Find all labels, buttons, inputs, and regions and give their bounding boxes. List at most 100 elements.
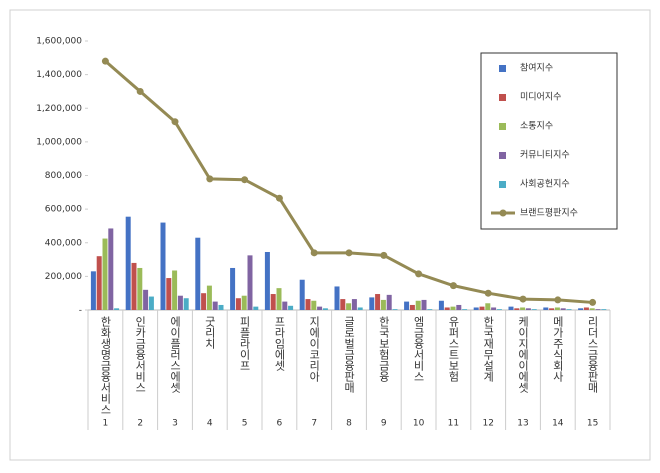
bar bbox=[143, 289, 149, 310]
rank-label: 12 bbox=[482, 419, 493, 429]
bar bbox=[148, 296, 154, 310]
line-point bbox=[380, 251, 388, 259]
rank-label: 7 bbox=[311, 419, 317, 429]
x-tick-label: 한국보험금융 bbox=[377, 316, 390, 382]
bar bbox=[549, 308, 555, 310]
bar bbox=[543, 307, 549, 310]
rank-label: 6 bbox=[277, 419, 283, 429]
bar bbox=[346, 303, 352, 310]
line-point bbox=[241, 176, 249, 184]
bar bbox=[595, 309, 601, 310]
bar bbox=[201, 293, 207, 310]
rank-label: 14 bbox=[552, 419, 564, 429]
bar bbox=[583, 307, 589, 310]
line-point bbox=[589, 298, 597, 306]
rank-label: 3 bbox=[172, 419, 178, 429]
rank-label: 4 bbox=[207, 419, 213, 429]
legend-label: 참여지수 bbox=[520, 62, 553, 74]
bar bbox=[253, 306, 259, 310]
bar bbox=[427, 309, 433, 310]
bar bbox=[114, 308, 120, 310]
bar bbox=[177, 295, 183, 310]
rank-label: 9 bbox=[381, 419, 387, 429]
bar bbox=[276, 288, 282, 310]
rank-label: 1 bbox=[103, 419, 109, 429]
bar bbox=[589, 308, 595, 310]
bar bbox=[485, 303, 491, 310]
bar bbox=[496, 309, 502, 310]
bar bbox=[380, 299, 386, 310]
rank-label: 15 bbox=[587, 419, 598, 429]
line-point bbox=[275, 194, 283, 202]
bar bbox=[270, 294, 276, 310]
y-tick-label: 800,000 bbox=[45, 171, 82, 181]
bar bbox=[90, 271, 96, 310]
rank-label: 5 bbox=[242, 419, 248, 429]
x-tick-label: 리더스금융판매 bbox=[586, 316, 599, 393]
bar bbox=[525, 308, 531, 310]
bar bbox=[102, 238, 108, 310]
legend-swatch bbox=[499, 94, 506, 101]
bar bbox=[317, 306, 323, 310]
bar bbox=[131, 262, 137, 310]
x-tick-label: 에이플러스에셋 bbox=[169, 316, 182, 393]
rank-label: 8 bbox=[346, 419, 352, 429]
bar bbox=[351, 299, 357, 310]
rank-label: 10 bbox=[413, 419, 425, 429]
x-tick-label: 케이지에이에셋 bbox=[517, 316, 530, 393]
bar bbox=[386, 294, 392, 310]
bar bbox=[508, 306, 514, 310]
line-point bbox=[449, 282, 457, 290]
x-tick-label: 글로벌금융판매 bbox=[343, 316, 356, 393]
legend-swatch bbox=[499, 65, 506, 72]
legend-label: 커뮤니티지수 bbox=[520, 150, 570, 161]
x-tick-label: 피플라이프 bbox=[238, 316, 251, 371]
bar bbox=[456, 304, 462, 310]
bar bbox=[601, 309, 607, 310]
bar bbox=[462, 309, 468, 310]
y-tick-label: 1,200,000 bbox=[36, 104, 82, 114]
bar bbox=[340, 299, 346, 310]
bar bbox=[450, 306, 456, 310]
y-tick-label: 1,600,000 bbox=[36, 37, 82, 47]
bar bbox=[264, 251, 270, 310]
bar bbox=[566, 309, 572, 310]
line-point bbox=[554, 296, 562, 304]
bar bbox=[369, 297, 375, 310]
bar bbox=[554, 307, 560, 310]
bar bbox=[479, 306, 485, 310]
bar bbox=[421, 299, 427, 310]
line-point bbox=[206, 175, 214, 183]
bar bbox=[322, 308, 328, 310]
bar bbox=[491, 307, 497, 310]
bar bbox=[288, 305, 294, 310]
legend-label: 사회공헌지수 bbox=[520, 179, 570, 190]
bar bbox=[392, 309, 398, 310]
x-tick-label: 인카금융서비스 bbox=[134, 316, 147, 393]
bar bbox=[473, 307, 479, 310]
x-tick-label: 한화생명금융서비스 bbox=[99, 316, 112, 415]
bar bbox=[247, 255, 253, 310]
x-tick-label: 굿리치 bbox=[203, 316, 216, 349]
bar bbox=[444, 307, 450, 310]
legend-label: 브랜드평판지수 bbox=[520, 208, 578, 219]
line-point bbox=[345, 249, 353, 257]
bar bbox=[206, 285, 212, 310]
bar bbox=[415, 300, 421, 310]
bar bbox=[172, 270, 178, 310]
legend-swatch bbox=[499, 152, 506, 159]
rank-label: 2 bbox=[137, 419, 143, 429]
line-point bbox=[136, 87, 144, 95]
bar bbox=[241, 295, 247, 310]
legend-swatch bbox=[499, 181, 506, 188]
y-tick-label: 1,000,000 bbox=[36, 137, 82, 147]
bar bbox=[230, 267, 236, 310]
x-tick-label: 메가주식회사 bbox=[551, 316, 564, 382]
line-point bbox=[101, 57, 109, 65]
bar bbox=[357, 307, 363, 310]
bar bbox=[235, 298, 241, 310]
x-tick-label: 프라임에셋 bbox=[273, 316, 286, 371]
rank-label: 13 bbox=[517, 419, 528, 429]
bar bbox=[520, 307, 526, 310]
